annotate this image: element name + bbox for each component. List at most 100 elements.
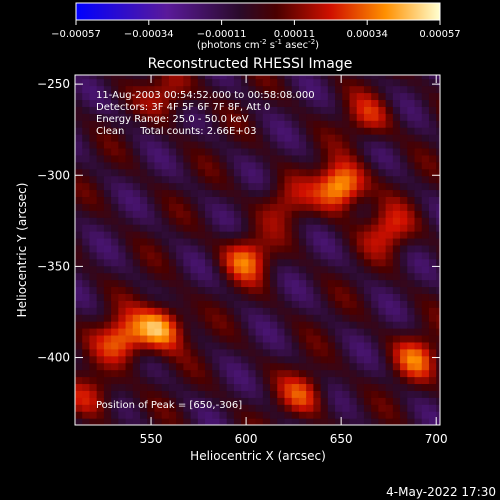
heatmap-cell [385, 154, 394, 163]
heatmap-cell [342, 140, 351, 149]
heatmap-cell [306, 224, 314, 232]
heatmap-cell [385, 418, 394, 425]
heatmap-cell [313, 203, 322, 211]
heatmap-cell [89, 147, 98, 156]
heatmap-cell [226, 134, 235, 142]
heatmap-cell [349, 92, 358, 101]
heatmap-cell [176, 154, 184, 163]
heatmap-cell [392, 307, 401, 315]
heatmap-cell [428, 341, 437, 350]
heatmap-cell [421, 78, 430, 87]
heatmap-cell [306, 307, 314, 315]
heatmap-cell [241, 161, 249, 170]
heatmap-cell [140, 376, 148, 385]
heatmap-cell [190, 92, 199, 101]
heatmap-cell [306, 196, 314, 204]
heatmap-cell [356, 321, 365, 329]
heatmap-cell [219, 334, 228, 343]
heatmap-cell [342, 314, 351, 322]
heatmap-cell [414, 85, 423, 94]
heatmap-cell [132, 127, 141, 135]
heatmap-cell [118, 161, 127, 170]
heatmap-cell [168, 203, 177, 211]
heatmap-cell [111, 120, 119, 128]
heatmap-cell [306, 390, 314, 398]
heatmap-cell [205, 418, 213, 425]
heatmap-cell [270, 182, 278, 191]
heatmap-cell [392, 106, 401, 114]
heatmap-cell [436, 258, 440, 267]
heatmap-cell [219, 272, 228, 281]
heatmap-cell [400, 168, 408, 177]
heatmap-cell [190, 196, 199, 204]
heatmap-cell [154, 196, 163, 204]
heatmap-cell [75, 334, 83, 343]
heatmap-cell [103, 154, 112, 163]
heatmap-cell [183, 196, 192, 204]
heatmap-cell [89, 78, 98, 87]
heatmap-cell [436, 210, 440, 218]
heatmap-cell [82, 279, 91, 288]
heatmap-cell [327, 244, 336, 253]
heatmap-cell [132, 328, 141, 336]
heatmap-cell [176, 397, 184, 405]
heatmap-cell [168, 182, 177, 191]
heatmap-cell [320, 362, 329, 371]
heatmap-cell [248, 341, 257, 350]
heatmap-cell [255, 161, 264, 170]
heatmap-cell [363, 85, 372, 94]
heatmap-cell [89, 300, 98, 308]
heatmap-cell [327, 134, 336, 142]
heatmap-cell [407, 355, 416, 364]
heatmap-cell [241, 272, 249, 281]
heatmap-cell [255, 369, 264, 378]
heatmap-cell [277, 78, 286, 87]
heatmap-cell [125, 244, 134, 253]
heatmap-cell [75, 168, 83, 177]
heatmap-cell [125, 411, 134, 419]
heatmap-cell [270, 134, 278, 142]
heatmap-cell [385, 75, 394, 80]
heatmap-cell [356, 411, 365, 419]
heatmap-cell [132, 210, 141, 218]
heatmap-cell [197, 348, 206, 357]
heatmap-cell [291, 334, 300, 343]
heatmap-cell [313, 244, 322, 253]
heatmap-cell [212, 390, 221, 398]
heatmap-cell [400, 383, 408, 391]
heatmap-cell [284, 321, 293, 329]
heatmap-cell [183, 175, 192, 184]
heatmap-cell [400, 203, 408, 211]
heatmap-cell [168, 251, 177, 260]
heatmap-cell [385, 397, 394, 405]
heatmap-cell [298, 237, 307, 246]
heatmap-cell [306, 244, 314, 253]
heatmap-cell [161, 196, 170, 204]
heatmap-cell [103, 348, 112, 357]
heatmap-cell [111, 85, 119, 94]
heatmap-cell [320, 369, 329, 378]
heatmap-cell [248, 92, 257, 101]
heatmap-cell [320, 293, 329, 301]
heatmap-cell [132, 75, 141, 80]
heatmap-cell [342, 161, 351, 170]
heatmap-cell [212, 376, 221, 385]
heatmap-cell [356, 168, 365, 177]
heatmap-cell [421, 404, 430, 412]
heatmap-cell [212, 85, 221, 94]
heatmap-cell [82, 355, 91, 364]
heatmap-cell [371, 418, 380, 425]
heatmap-cell [125, 321, 134, 329]
heatmap-cell [284, 411, 293, 419]
heatmap-cell [262, 99, 271, 107]
heatmap-cell [183, 217, 192, 225]
heatmap-cell [161, 127, 170, 135]
heatmap-cell [436, 78, 440, 87]
heatmap-cell [356, 231, 365, 239]
heatmap-cell [75, 140, 83, 149]
heatmap-cell [176, 210, 184, 218]
heatmap-cell [241, 134, 249, 142]
heatmap-cell [125, 341, 134, 350]
heatmap-cell [125, 237, 134, 246]
heatmap-cell [154, 161, 163, 170]
